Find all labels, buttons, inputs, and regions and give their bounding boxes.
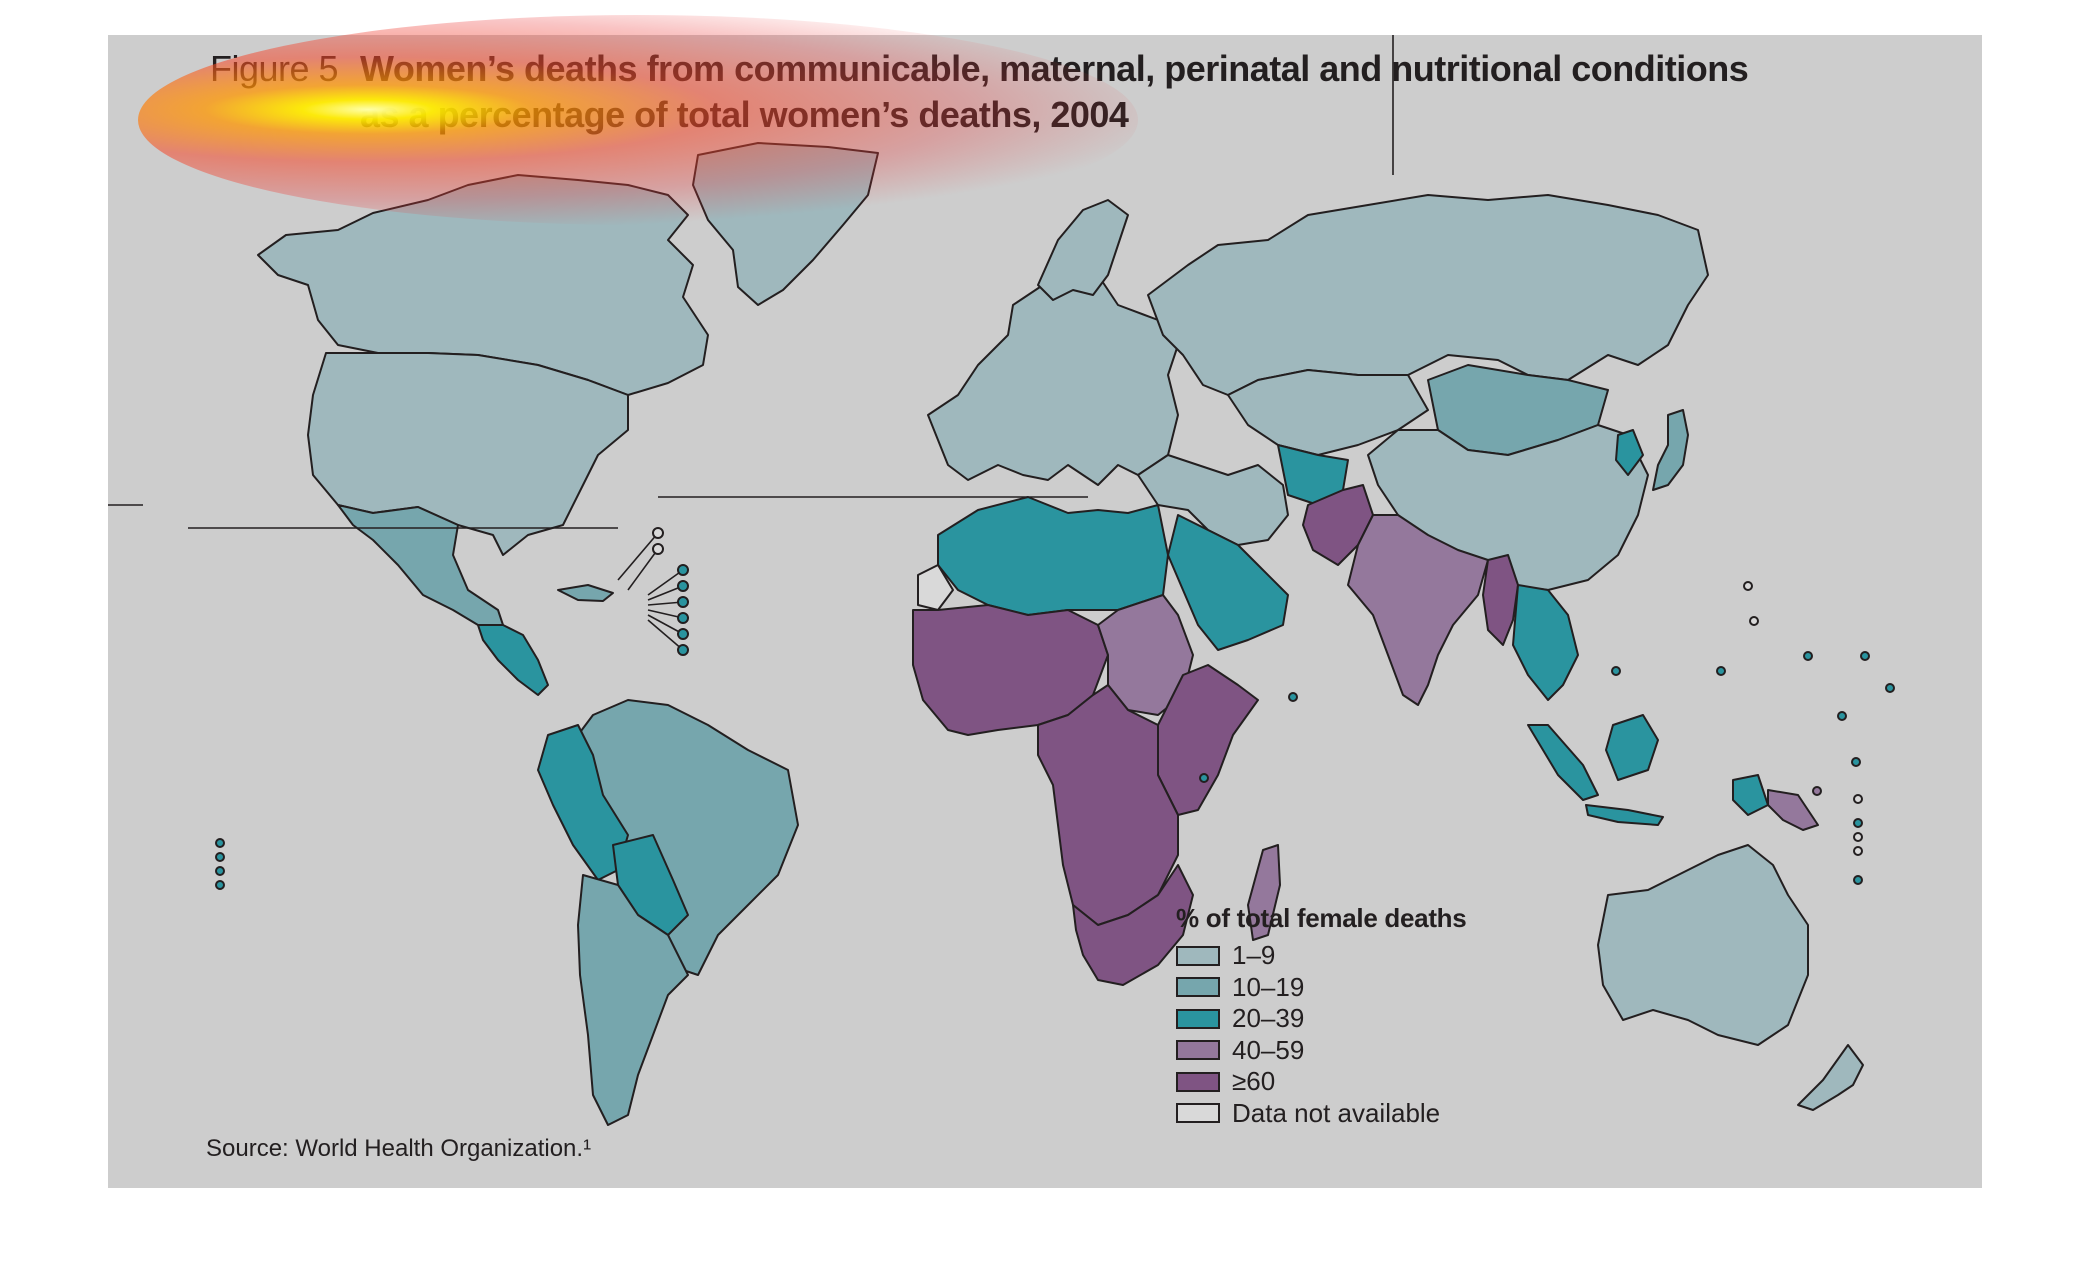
legend-item: 10–19 bbox=[1176, 972, 1466, 1004]
island-dot bbox=[1853, 832, 1863, 842]
island-dot bbox=[1851, 757, 1861, 767]
caribbean-dot bbox=[677, 564, 689, 576]
caribbean-dot bbox=[677, 596, 689, 608]
map-region-sudan bbox=[1097, 594, 1194, 716]
legend-item: 20–39 bbox=[1176, 1003, 1466, 1035]
island-dot bbox=[1288, 692, 1298, 702]
map-region-argentina bbox=[577, 874, 689, 1126]
island-dot bbox=[215, 866, 225, 876]
island-dot bbox=[1716, 666, 1726, 676]
island-dot bbox=[1743, 581, 1753, 591]
legend-label: Data not available bbox=[1232, 1097, 1441, 1128]
legend-label: 20–39 bbox=[1232, 1003, 1305, 1034]
legend-swatch bbox=[1176, 977, 1220, 998]
legend-label: 40–59 bbox=[1232, 1034, 1305, 1065]
pacific-islands-left bbox=[215, 838, 225, 890]
map-region-europe bbox=[927, 269, 1179, 486]
map-region-central-asia bbox=[1227, 369, 1429, 456]
map-region-usa bbox=[307, 352, 629, 556]
map-region-indonesia-java bbox=[1585, 804, 1664, 826]
figure-panel: Figure 5 Women’s deaths from communicabl… bbox=[108, 15, 1982, 1188]
legend-swatch bbox=[1176, 1103, 1220, 1124]
map-region-korea bbox=[1615, 429, 1644, 476]
island-dot bbox=[1853, 875, 1863, 885]
island-markers bbox=[1199, 581, 1895, 796]
map-region-new-zealand bbox=[1797, 1044, 1864, 1111]
map-region-greenland bbox=[692, 142, 879, 306]
legend-swatch bbox=[1176, 1071, 1220, 1092]
legend-swatch bbox=[1176, 1008, 1220, 1029]
legend-item: ≥60 bbox=[1176, 1066, 1466, 1098]
legend-item: 40–59 bbox=[1176, 1035, 1466, 1067]
island-dot bbox=[1853, 818, 1863, 828]
island-dot bbox=[215, 852, 225, 862]
callout-line bbox=[647, 614, 684, 635]
callout-line bbox=[647, 619, 684, 651]
island-dot bbox=[1611, 666, 1621, 676]
legend-title: % of total female deaths bbox=[1176, 903, 1467, 933]
legend-item: 1–9 bbox=[1176, 940, 1466, 972]
map-region-scandinavia bbox=[1037, 199, 1129, 301]
legend-label: 1–9 bbox=[1232, 940, 1276, 971]
source-note: Source: World Health Organization.¹ bbox=[206, 1135, 592, 1162]
caribbean-dot bbox=[677, 628, 689, 640]
caribbean-dot bbox=[652, 527, 664, 539]
callout-line bbox=[617, 532, 659, 581]
callout-line bbox=[647, 569, 684, 596]
legend-swatch bbox=[1176, 1040, 1220, 1061]
map-region-caribbean bbox=[557, 584, 614, 602]
caribbean-dot bbox=[677, 644, 689, 656]
island-dot bbox=[1860, 651, 1870, 661]
island-dot bbox=[1853, 846, 1863, 856]
island-dot bbox=[1803, 651, 1813, 661]
map-region-russia bbox=[1147, 194, 1709, 396]
map-region-central-america bbox=[477, 624, 549, 696]
legend-item: Data not available bbox=[1176, 1098, 1466, 1130]
island-dot bbox=[1749, 616, 1759, 626]
map-region-papua-new-guinea bbox=[1767, 789, 1819, 831]
pacific-islands-right bbox=[1851, 757, 1863, 885]
legend-label: 10–19 bbox=[1232, 971, 1305, 1002]
figure-label: Figure 5 bbox=[210, 48, 339, 89]
figure-title-line1: Women’s deaths from communicable, matern… bbox=[360, 48, 1749, 89]
callout-line bbox=[647, 585, 684, 601]
island-dot bbox=[215, 880, 225, 890]
map-region-india bbox=[1347, 514, 1489, 706]
island-dot bbox=[1837, 711, 1847, 721]
caribbean-dot bbox=[677, 580, 689, 592]
island-dot bbox=[1199, 773, 1209, 783]
map-region-saudi-arabia bbox=[1167, 514, 1289, 651]
map-region-southern-africa bbox=[1072, 864, 1194, 986]
map-region-central-africa bbox=[1037, 684, 1179, 926]
map-region-japan bbox=[1652, 409, 1689, 491]
map-region-indonesia-east bbox=[1732, 774, 1769, 816]
figure-title-line2: as a percentage of total women’s deaths,… bbox=[360, 94, 1129, 135]
island-dot bbox=[1885, 683, 1895, 693]
caribbean-dot bbox=[677, 612, 689, 624]
legend-label: ≥60 bbox=[1232, 1066, 1276, 1097]
island-dot bbox=[1853, 794, 1863, 804]
map-region-western-sahara bbox=[917, 564, 954, 611]
callout-line bbox=[627, 548, 659, 591]
map-region-southeast-asia bbox=[1512, 584, 1579, 701]
map-region-indonesia-sumatra bbox=[1527, 724, 1599, 801]
map-region-madagascar bbox=[1247, 844, 1281, 941]
map-region-australia bbox=[1597, 844, 1809, 1046]
world-map bbox=[108, 35, 1895, 1126]
caribbean-callouts bbox=[617, 527, 689, 656]
map-region-north-africa bbox=[937, 496, 1169, 616]
caribbean-dot bbox=[652, 543, 664, 555]
legend-swatch bbox=[1176, 945, 1220, 966]
map-legend: % of total female deaths 1–9 10–19 20–39… bbox=[1176, 903, 1467, 1130]
map-region-myanmar bbox=[1482, 554, 1519, 646]
map-region-middle-east bbox=[1137, 454, 1289, 546]
map-region-indonesia-borneo bbox=[1605, 714, 1659, 781]
island-dot bbox=[215, 838, 225, 848]
island-dot bbox=[1812, 786, 1822, 796]
